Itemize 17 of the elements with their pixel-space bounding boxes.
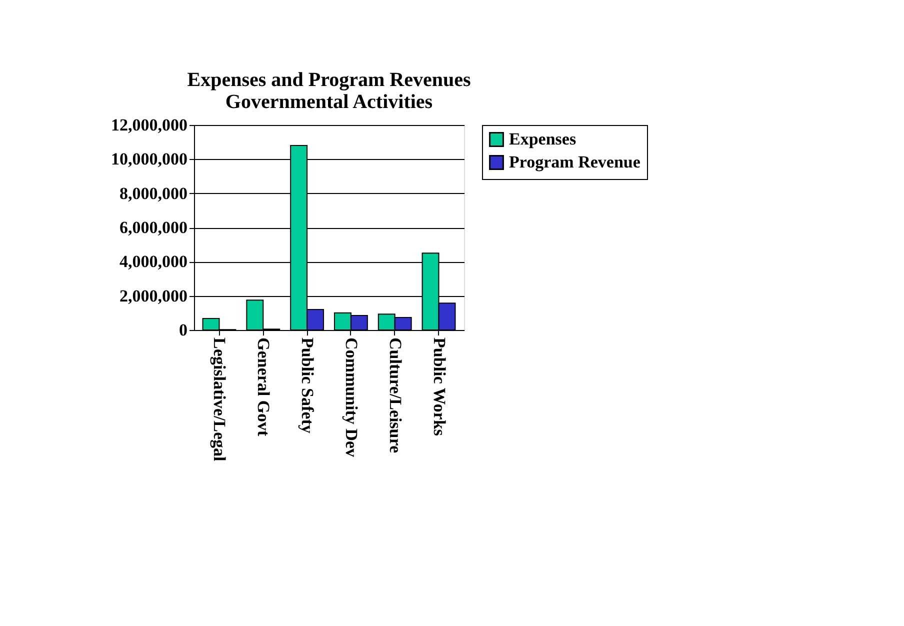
y-tick-label: 0 — [179, 320, 188, 340]
text: Expenses and Program Revenues — [187, 69, 471, 91]
y-tick-label: 8,000,000 — [120, 184, 188, 203]
x-tick-label: Culture/Leisure — [386, 338, 405, 454]
x-tick-label: General Govt — [254, 338, 274, 437]
x-tick-label: Community Dev — [342, 338, 361, 458]
y-tick-label: 6,000,000 — [120, 218, 188, 237]
legend-label: Program Revenue — [509, 152, 641, 172]
text: Governmental Activities — [225, 91, 433, 113]
x-tick-label: Public Works — [430, 338, 449, 436]
y-tick-label: 4,000,000 — [120, 252, 188, 272]
y-tick-label: 2,000,000 — [120, 286, 188, 306]
x-tick-label: Public Safety — [298, 338, 318, 434]
y-tick-label: 12,000,000 — [111, 116, 188, 134]
x-tick-label: Legislative/Legal — [210, 338, 230, 462]
y-tick-label: 10,000,000 — [111, 150, 188, 169]
legend-label: Expenses — [509, 130, 576, 148]
